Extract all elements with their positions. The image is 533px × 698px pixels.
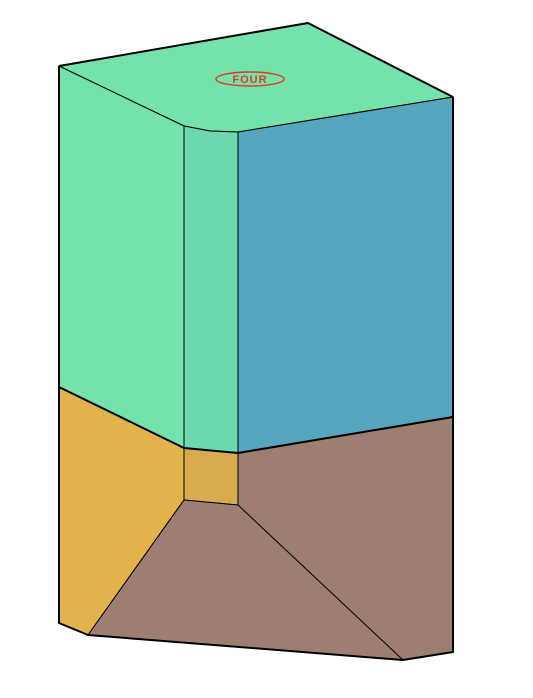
stamp-text: FOUR [232, 74, 267, 86]
stamp-emblem: FOUR [215, 71, 285, 87]
edge-line-lower-right [237, 504, 404, 661]
outline-waist [58, 386, 454, 454]
chamfer-upper-face [183, 125, 239, 454]
outline-top [58, 22, 454, 98]
chamfer-lower-face [183, 447, 239, 506]
stamp-ellipse [215, 71, 285, 87]
outline-right [58, 66, 454, 661]
left-upper-face [58, 65, 185, 449]
right-upper-face [237, 96, 454, 454]
